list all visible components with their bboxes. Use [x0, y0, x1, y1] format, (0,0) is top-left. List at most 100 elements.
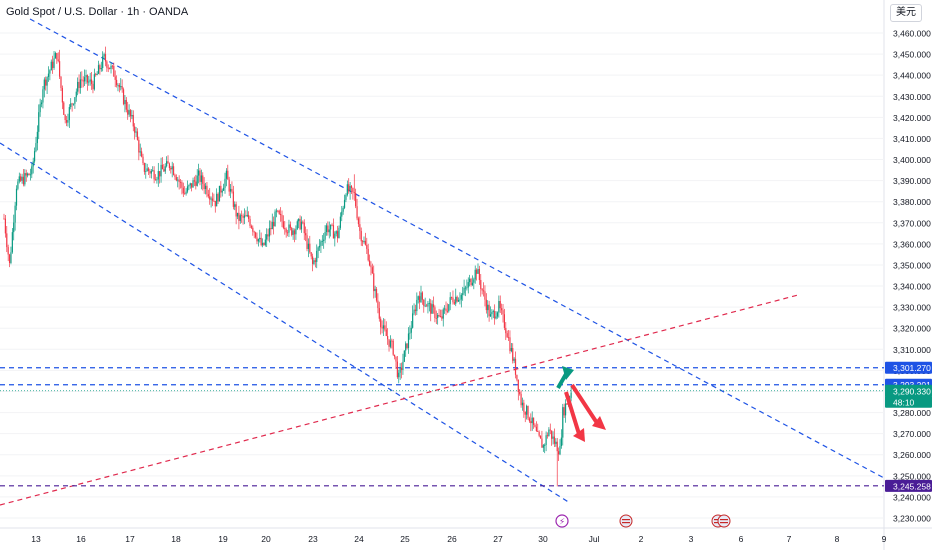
x-tick-label: 7	[787, 534, 792, 544]
candle-body	[298, 218, 300, 222]
candle-body	[531, 417, 533, 424]
candle-body	[242, 215, 244, 218]
candle-body	[90, 79, 93, 84]
candle-body	[556, 441, 558, 452]
candle-body	[18, 176, 20, 182]
candle-body	[423, 299, 425, 306]
candle-body	[519, 392, 521, 394]
candle-body	[332, 225, 335, 239]
candle-body	[239, 215, 241, 221]
candle-body	[560, 437, 562, 446]
candle-body	[413, 309, 415, 314]
y-tick-label: 3,430.000	[893, 92, 931, 102]
candle-body	[460, 294, 462, 300]
candle-body	[487, 304, 489, 311]
channel-upper-line	[29, 18, 885, 479]
candle-body	[252, 227, 254, 232]
candle-body	[99, 65, 101, 70]
candle-body	[467, 282, 469, 288]
candle-body	[389, 340, 392, 347]
candle-body	[146, 168, 148, 172]
candle-body	[431, 304, 433, 314]
flag-stripe	[720, 519, 728, 521]
y-tick-label: 3,450.000	[893, 50, 931, 60]
candle-body	[117, 85, 119, 86]
candle-body	[214, 200, 216, 207]
flag-stripe	[622, 522, 630, 524]
up-arrow-head	[562, 366, 574, 380]
candle-body	[476, 269, 478, 274]
candle-body	[337, 231, 339, 239]
candle-body	[564, 403, 567, 416]
candle-body	[136, 131, 139, 140]
event-lightning-icon	[555, 514, 569, 528]
candle-body	[524, 411, 526, 415]
candle-body	[24, 173, 26, 185]
channel-lower-line	[0, 142, 571, 504]
x-tick-label: 17	[125, 534, 135, 544]
candle-body	[78, 81, 80, 89]
x-tick-label: 13	[31, 534, 41, 544]
candle-body	[374, 288, 376, 292]
candle-body	[450, 297, 453, 298]
candle-body	[412, 313, 414, 328]
candle-body	[563, 407, 565, 416]
candle-body	[89, 79, 91, 82]
candle-body	[409, 332, 411, 334]
candle-body	[489, 314, 492, 317]
candle-body	[507, 337, 510, 339]
candle-body	[410, 327, 412, 333]
candle-body	[243, 215, 246, 218]
candle-body	[150, 170, 152, 174]
candle-body	[152, 170, 154, 172]
candle-body	[388, 339, 390, 347]
candle-body	[546, 435, 549, 437]
candle-body	[145, 171, 147, 172]
candle-body	[553, 436, 556, 444]
candle-body	[375, 288, 378, 301]
candle-body	[417, 296, 419, 300]
candle-body	[120, 86, 122, 88]
candle-body	[499, 300, 501, 309]
candle-body	[110, 65, 112, 69]
candle-body	[481, 288, 483, 291]
candle-body	[249, 218, 251, 226]
candle-body	[373, 273, 375, 292]
candle-body	[229, 188, 232, 192]
candle-body	[56, 53, 58, 60]
candle-body	[512, 348, 514, 361]
candle-body	[35, 143, 37, 152]
candle-body	[541, 438, 543, 448]
projection-arrows	[556, 366, 606, 442]
candle-body	[14, 205, 16, 223]
candle-body	[257, 239, 259, 242]
currency-button[interactable]: 美元	[890, 4, 922, 22]
x-tick-label: 16	[76, 534, 86, 544]
candle-body	[368, 260, 371, 266]
candle-body	[235, 204, 237, 217]
candle-body	[172, 166, 175, 175]
candle-body	[115, 79, 118, 86]
candle-body	[29, 174, 32, 176]
y-tick-label: 3,360.000	[893, 239, 931, 249]
candle-body	[480, 279, 482, 289]
candle-body	[398, 372, 400, 378]
candle-body	[370, 265, 372, 268]
candle-body	[160, 164, 162, 177]
candle-body	[295, 228, 297, 235]
candle-body	[509, 337, 511, 352]
candle-body	[270, 228, 272, 230]
candle-body	[502, 310, 504, 315]
candle-body	[570, 392, 572, 398]
candle-body	[77, 81, 79, 92]
candle-body	[331, 224, 333, 226]
candle-body	[227, 170, 229, 180]
candle-body	[32, 161, 34, 167]
y-tick-label: 3,440.000	[893, 71, 931, 81]
candle-body	[457, 299, 460, 302]
candle-body	[498, 300, 500, 313]
candle-body	[245, 215, 247, 217]
candle-body	[231, 188, 233, 192]
candle-body	[281, 215, 283, 222]
